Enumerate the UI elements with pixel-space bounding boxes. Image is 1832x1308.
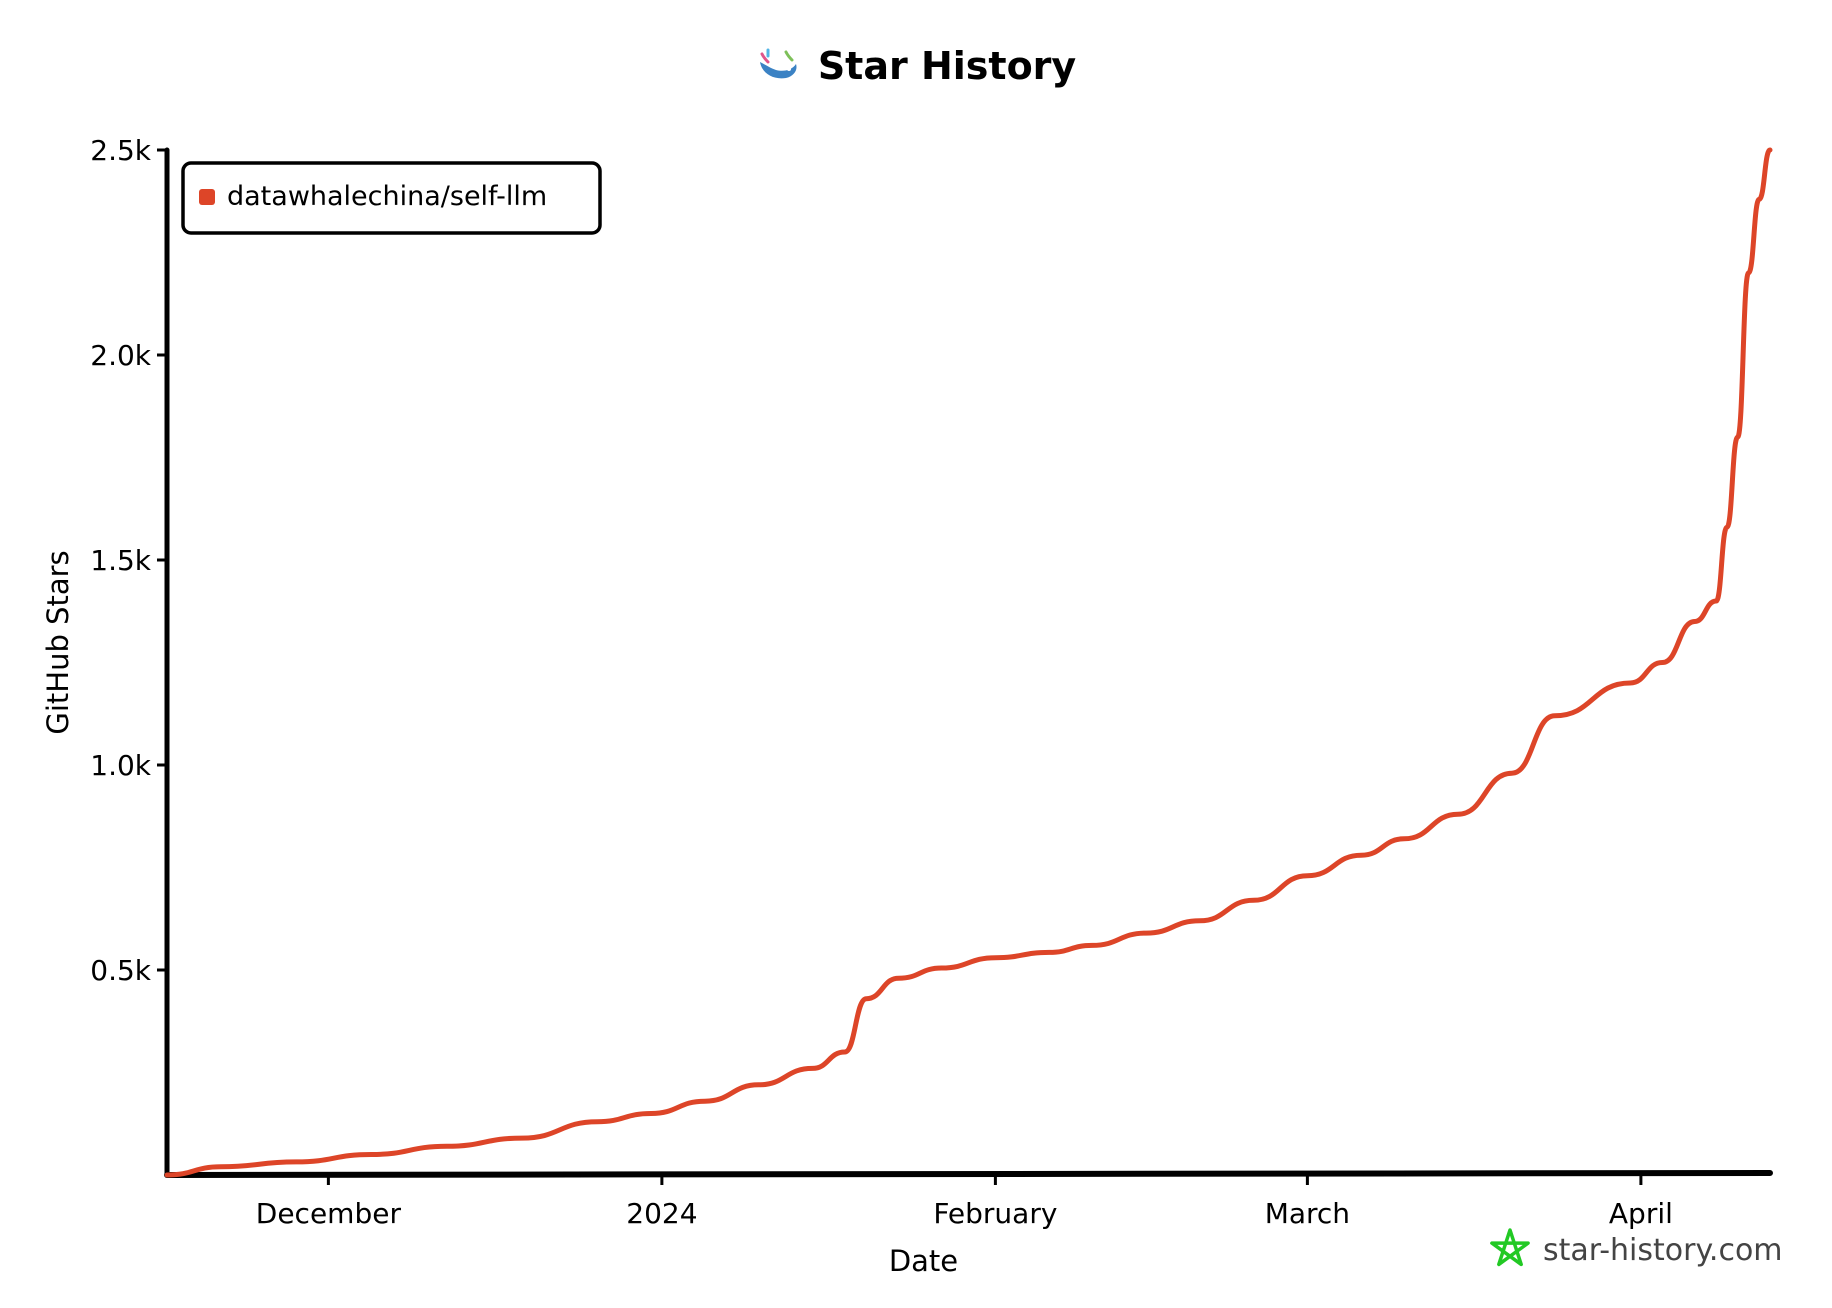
y-axis-line	[163, 147, 171, 1178]
legend: datawhalechina/self-llm	[181, 161, 602, 235]
whale-icon	[759, 48, 797, 79]
y-axis-ticks: 0.5k 1.0k 1.5k 2.0k 2.5k	[90, 134, 167, 987]
legend-box	[181, 161, 602, 235]
y-tick-label: 0.5k	[90, 954, 152, 987]
y-tick-label: 1.0k	[90, 749, 152, 782]
watermark[interactable]: star-history.com	[1490, 1228, 1783, 1268]
chart-title-wrap: Star History	[0, 44, 1832, 88]
axes	[163, 147, 1773, 1179]
x-axis-line	[164, 1170, 1773, 1179]
x-tick-label: March	[1265, 1197, 1350, 1230]
chart-title: Star History	[756, 44, 1076, 88]
y-tick-label: 1.5k	[90, 544, 152, 577]
watermark-text[interactable]: star-history.com	[1543, 1233, 1783, 1268]
chart-title-text: Star History	[817, 44, 1077, 88]
x-axis-title: Date	[889, 1244, 958, 1278]
legend-swatch	[199, 189, 215, 205]
y-axis-title: GitHub Stars	[41, 550, 75, 734]
y-tick-label: 2.0k	[90, 339, 152, 372]
x-tick-label: 2024	[626, 1197, 697, 1230]
x-axis-ticks: December 2024 February March April	[256, 1175, 1673, 1230]
star-icon	[1490, 1228, 1530, 1267]
x-tick-label: April	[1609, 1197, 1673, 1230]
series-layer	[164, 147, 1773, 1178]
x-tick-label: December	[256, 1197, 402, 1230]
series-line-0	[164, 147, 1773, 1178]
y-tick-label: 2.5k	[90, 134, 152, 167]
x-tick-label: February	[933, 1197, 1057, 1230]
legend-label: datawhalechina/self-llm	[227, 181, 547, 212]
